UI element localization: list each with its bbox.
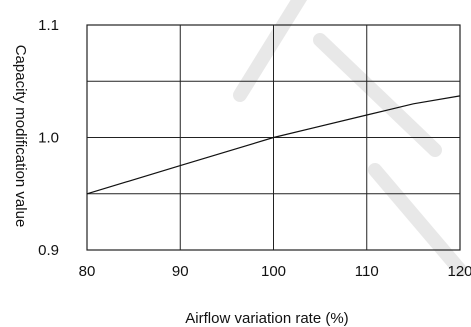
plot-frame bbox=[86, 24, 461, 251]
y-tick-label: 1.1 bbox=[38, 17, 59, 34]
watermark-stripe bbox=[233, 0, 308, 102]
series-line bbox=[86, 95, 461, 195]
x-tick-label: 80 bbox=[79, 263, 96, 280]
y-axis-title: Capacity modification value bbox=[12, 45, 29, 228]
x-tick-labels: 80 90 100 110 120 bbox=[79, 263, 471, 280]
watermark-stripes bbox=[233, 0, 467, 277]
y-tick-labels: 0.9 1.0 1.1 bbox=[38, 17, 59, 259]
x-tick-label: 110 bbox=[355, 263, 379, 280]
x-tick-label: 120 bbox=[447, 263, 471, 280]
watermark-stripe bbox=[368, 163, 467, 277]
series-group bbox=[86, 95, 461, 195]
x-axis-title: Airflow variation rate (%) bbox=[185, 310, 348, 327]
watermark-stripe bbox=[313, 33, 442, 157]
x-tick-label: 90 bbox=[172, 263, 189, 280]
y-tick-label: 0.9 bbox=[38, 242, 59, 259]
y-tick-label: 1.0 bbox=[38, 130, 59, 147]
x-tick-label: 100 bbox=[261, 263, 286, 280]
